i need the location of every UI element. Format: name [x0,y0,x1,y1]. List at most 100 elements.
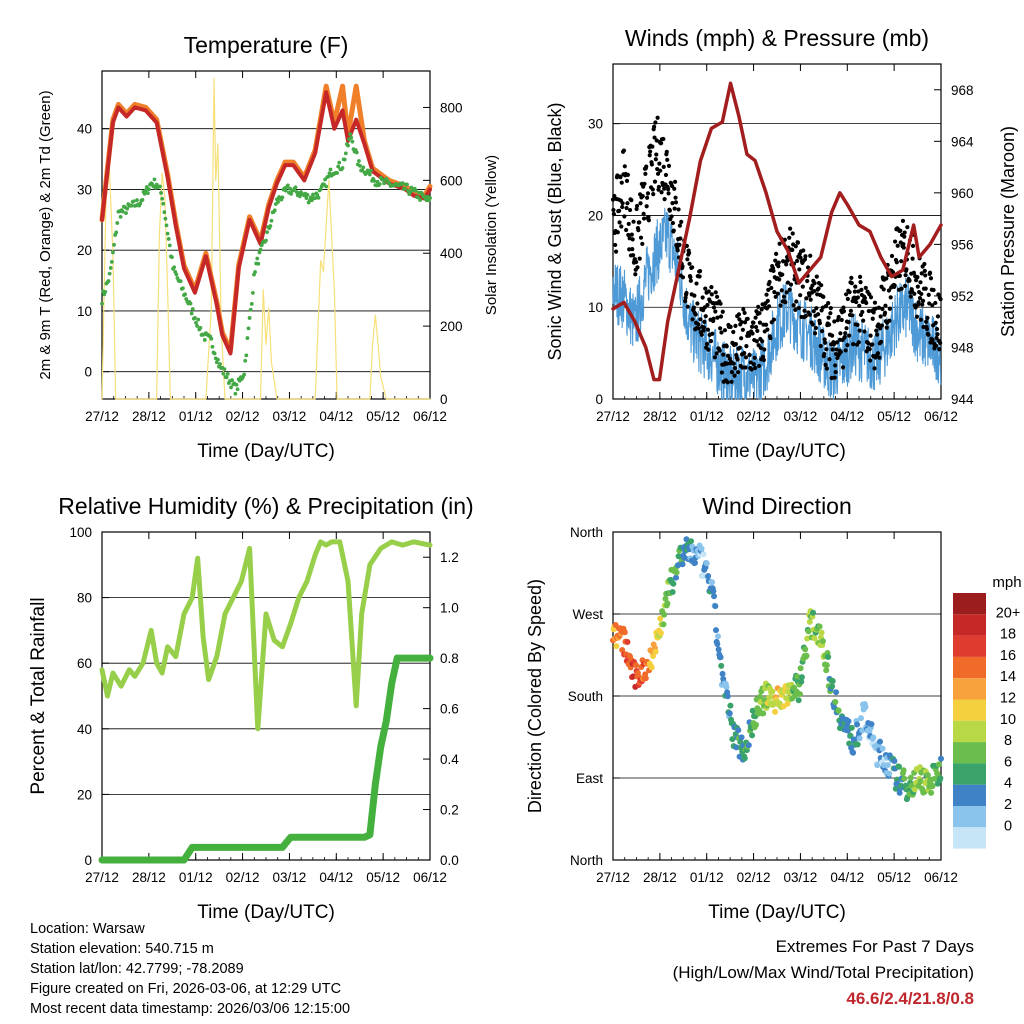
wind-direction-point [719,670,726,677]
humidity-xtick-label: 03/12 [273,870,307,885]
wind-direction-point [794,673,801,680]
wind-direction-point [857,715,864,722]
dewpoint-point [142,191,147,196]
wind-direction-point [870,734,877,741]
wind-direction-point [784,700,791,707]
wind-direction-point [844,722,851,729]
elevation-text: Station elevation: 540.715 m [30,941,214,957]
gust-point [706,289,711,294]
dewpoint-point [233,391,238,396]
gust-point [924,326,930,332]
dewpoint-point [283,188,288,193]
wind-direction-point [900,767,907,774]
dewpoint-point [246,326,251,331]
gust-point [671,228,676,233]
temperature-xtick-label: 28/12 [132,409,166,424]
gust-point [641,211,646,216]
gust-point [920,298,926,303]
gust-point [641,216,647,221]
dewpoint-point [350,139,355,144]
gust-point [814,274,819,279]
dewpoint-point [146,191,150,196]
gust-point [709,292,714,297]
gust-point [814,306,819,311]
gust-point [761,357,766,363]
gust-point [685,257,690,262]
gust-point [827,357,832,362]
wind-direction-point [796,691,803,698]
dewpoint-point [120,209,125,214]
gust-point [762,347,767,352]
gust-point [793,307,798,312]
gust-point [690,265,695,270]
temperature-xtick-label: 03/12 [273,409,307,424]
wind_direction-xtick-label: 03/12 [784,870,818,885]
wind-direction-point [670,580,677,587]
wind-direction-point [769,688,776,695]
dewpoint-point [276,200,280,204]
humidity-ytick-left-label: 40 [77,722,92,737]
winds-ylabel-right: Station Pressure (Maroon) [998,126,1018,337]
gust-point [875,332,880,337]
dewpoint-point [413,189,418,193]
gust-point [922,261,927,267]
gust-point [765,327,770,332]
gust-point [654,152,659,157]
wind-direction-point [937,775,944,782]
gust-point [686,250,692,256]
gust-point [673,200,679,205]
gust-point [780,272,785,277]
winds-ytick-right-label: 960 [951,186,974,201]
gust-point [902,230,907,235]
gust-point [866,308,871,314]
wind-direction-point [772,708,779,715]
gust-point [850,342,856,347]
wind-direction-point [810,609,817,616]
gust-point [753,324,759,330]
dewpoint-point [416,195,420,200]
gust-point [802,257,808,262]
gust-point [622,214,627,219]
dewpoint-point [346,143,350,148]
wind-direction-point [798,678,805,685]
gust-point [868,358,873,363]
dewpoint-point [218,362,222,366]
gust-point [706,347,711,352]
gust-point [935,314,941,319]
gust-point [816,312,821,317]
gust-point [719,370,724,375]
gust-point [821,294,826,299]
dewpoint-point [222,367,227,372]
dewpoint-point [189,311,194,316]
gust-point [931,287,936,293]
wind-direction-legend-label: 8 [1004,733,1012,749]
gust-point [854,299,859,305]
gust-point [777,277,782,282]
gust-point [864,300,869,306]
wind-direction-point [825,653,832,660]
gust-point [683,298,688,304]
temperature-xtick-label: 27/12 [85,409,119,424]
humidity-plot-frame [101,531,431,861]
humidity-ytick-left-label: 20 [77,787,92,802]
dewpoint-point [245,336,250,340]
dewpoint-point [109,260,114,264]
gust-point [643,171,648,176]
gust-point [868,295,874,300]
dewpoint-point [324,184,329,189]
winds-xtick-label: 03/12 [784,409,818,424]
wind-direction-point [854,741,861,748]
gust-point [787,287,792,292]
gust-point [678,236,683,241]
wind-direction-legend-label: 12 [1000,691,1016,707]
wind-direction-point [753,721,760,728]
gust-point [857,274,863,279]
gust-point [710,331,715,336]
temperature-xtick-label: 02/12 [226,409,260,424]
gust-point [700,295,705,300]
wind_direction-ytick-left-label: South [568,689,603,704]
gust-point [666,186,671,192]
wind-direction-point [699,572,706,579]
gust-point [625,172,630,177]
